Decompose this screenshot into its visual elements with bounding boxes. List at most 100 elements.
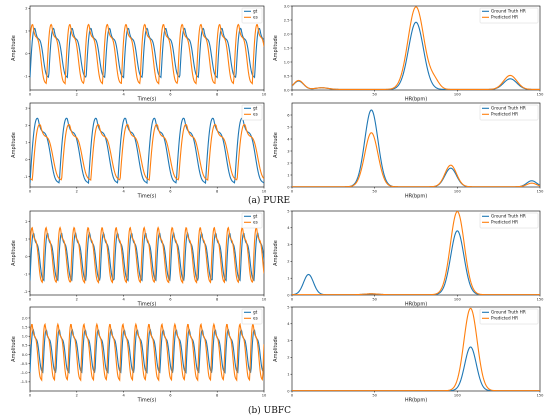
series-line-ground-truth-hr [292,21,540,90]
x-axis-label: Time(s) [137,97,157,103]
x-tick-label: 4 [122,298,125,302]
series-line-es [30,23,264,85]
y-axis-label: Amplitude [11,35,17,61]
y-tick-label: 6 [287,113,290,117]
y-tick-label: 5 [287,209,289,213]
y-tick-label: 2 [287,356,289,360]
legend-box [241,212,263,229]
x-tick-label: 0 [291,93,294,97]
y-tick-label: 1 [287,173,289,177]
y-tick-label: 0.5 [22,344,28,348]
x-axis-label: Time(s) [137,302,157,308]
x-tick-label: 150 [537,190,545,194]
legend-label: gt [253,214,258,219]
legend-box [241,7,263,24]
y-axis-label: Amplitude [11,336,17,362]
y-axis-label: Amplitude [11,132,17,158]
y-axis-label: Amplitude [273,132,279,158]
x-tick-label: 100 [454,93,462,97]
y-tick-label: 0.5 [284,74,290,78]
y-tick-label: 2 [25,220,27,224]
y-tick-label: 2 [25,124,27,128]
y-tick-label: 3 [25,106,27,110]
ubfc-spectrum-1-panel: 0 50 100 150 0 1 2 3 4 5 HR(bpm) Amplitude Ground Tr… [273,209,544,307]
x-tick-label: 0 [29,298,32,302]
y-tick-label: 0.0 [284,88,290,92]
legend-box [479,104,539,121]
x-tick-label: 0 [29,190,32,194]
x-tick-label: 2 [76,190,78,194]
legend-box [479,212,539,229]
pure-spectrum-1-panel: 0 50 100 150 0.0 0.5 1.0 1.5 2.0 2.5 3.0 HR(bpm) Amp… [273,4,544,102]
x-tick-label: 2 [76,93,78,97]
series-line-gt [30,231,264,282]
y-tick-label: 1.5 [284,46,290,50]
legend-label: gt [253,310,258,315]
y-tick-label: -1.5 [20,380,27,384]
x-axis-label: HR(bpm) [405,194,427,200]
x-tick-label: 8 [216,298,219,302]
x-tick-label: 10 [262,93,267,97]
legend-label: Predicted HR [491,316,518,321]
series-line-es [30,322,264,382]
x-tick-label: 150 [537,298,545,302]
caption-ubfc: (b) UBFC [248,405,291,416]
legend-label: gt [253,9,258,14]
legend-label: gt [253,106,258,111]
y-tick-label: 2 [287,260,289,264]
y-tick-label: 0.0 [22,353,28,357]
series-line-gt [30,117,264,185]
y-tick-label: 2 [25,7,27,11]
x-axis-label: HR(bpm) [405,302,427,308]
legend-box [241,104,263,121]
x-tick-label: 10 [262,394,267,398]
y-tick-label: 0 [25,255,28,259]
y-tick-label: 2.5 [284,18,290,22]
y-tick-label: 5 [287,125,289,129]
x-tick-label: 6 [169,93,172,97]
pure-spectrum-2-panel: 0 50 100 150 0 1 2 3 4 5 6 HR(bpm) Amplitude Ground T… [273,102,545,200]
legend-label: Ground Truth HR [491,106,526,111]
series-line-es [30,226,264,285]
legend-label: Ground Truth HR [491,310,526,315]
series-line-ground-truth-hr [292,230,540,295]
x-tick-label: 50 [372,298,377,302]
x-tick-label: 10 [262,190,267,194]
series-line-es [30,123,264,181]
y-tick-label: 3 [287,243,289,247]
y-tick-label: -1 [24,272,28,276]
legend-label: es [253,112,258,117]
legend-label: es [253,316,258,321]
x-tick-label: 0 [29,394,32,398]
y-tick-label: 3.0 [284,4,290,8]
y-tick-label: 0 [287,293,290,297]
ubfc-time-2-panel: 0 2 4 6 8 10 -1.5 -1.0 -0.5 0.0 0.5 1.0 1.5 2.0 Time(s… [11,306,267,404]
y-tick-label: -2 [24,290,28,294]
x-tick-label: 6 [169,298,172,302]
y-tick-label: 0 [25,52,28,56]
x-tick-label: 50 [372,394,377,398]
x-tick-label: 6 [169,394,172,398]
legend-label: es [253,15,258,20]
y-tick-label: 1 [25,237,27,241]
x-tick-label: 0 [291,298,294,302]
x-tick-label: 10 [262,298,267,302]
legend-label: Ground Truth HR [491,214,526,219]
y-axis-label: Amplitude [11,240,17,266]
y-tick-label: 4 [287,226,290,230]
series-line-ground-truth-hr [292,109,540,187]
x-tick-label: 6 [169,190,172,194]
x-tick-label: 2 [76,394,78,398]
series-line-gt [30,328,264,374]
y-tick-label: -1 [24,175,28,179]
